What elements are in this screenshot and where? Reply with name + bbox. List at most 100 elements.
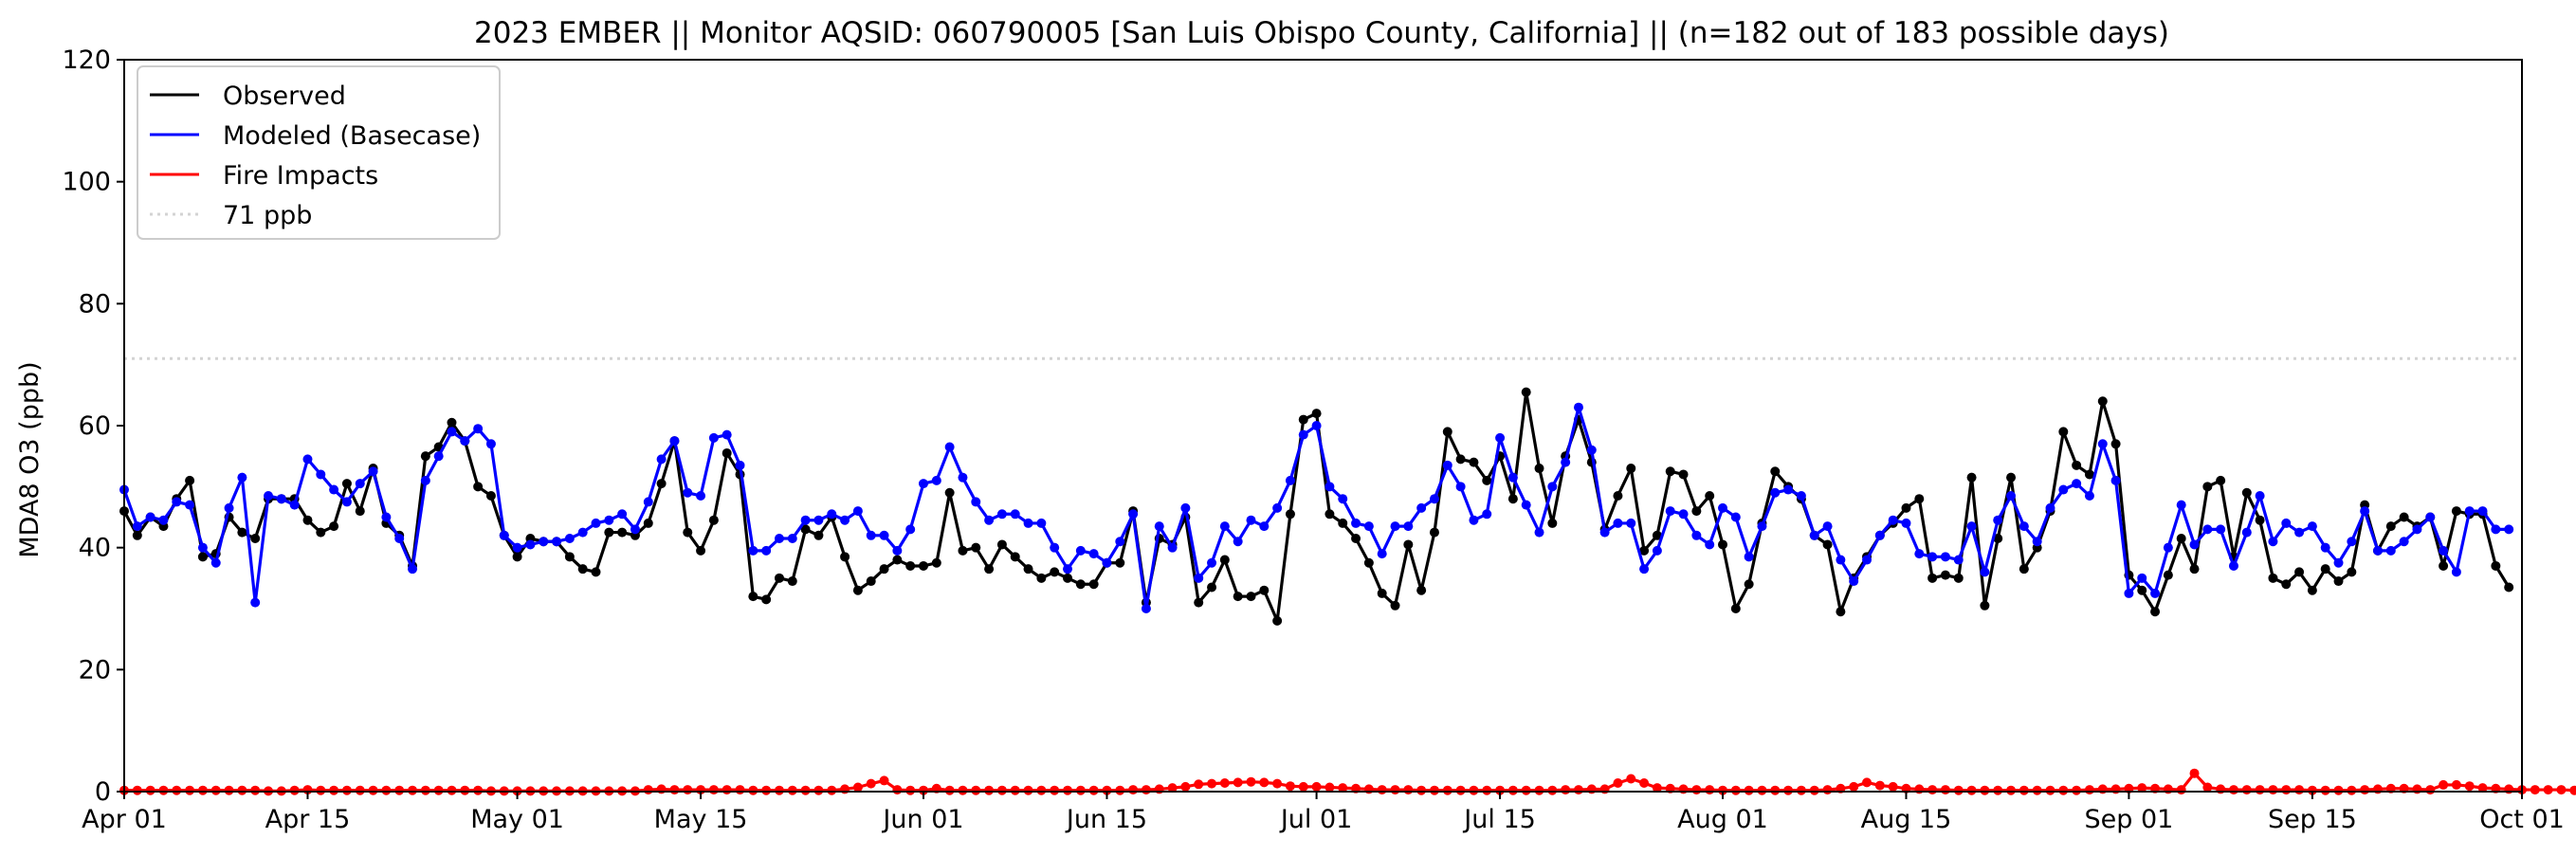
data-point-modeled-basecase: [1207, 557, 1217, 568]
data-point-fire-impacts: [420, 785, 430, 795]
data-point-fire-impacts: [735, 785, 745, 795]
data-point-modeled-basecase: [539, 537, 549, 547]
data-point-modeled-basecase: [2439, 545, 2449, 556]
x-tick-label: Apr 01: [82, 805, 167, 834]
data-point-observed: [1652, 530, 1662, 540]
data-point-modeled-basecase: [1586, 445, 1597, 455]
data-point-modeled-basecase: [302, 454, 313, 465]
data-point-observed: [1822, 539, 1833, 550]
data-point-fire-impacts: [2360, 785, 2370, 795]
data-point-fire-impacts: [1167, 783, 1178, 793]
data-point-observed: [485, 490, 496, 501]
data-point-observed: [931, 557, 941, 568]
data-point-observed: [1980, 600, 1990, 611]
data-point-observed: [1966, 472, 1977, 483]
data-point-modeled-basecase: [1455, 482, 1466, 492]
data-point-modeled-basecase: [1822, 521, 1833, 532]
data-point-observed: [591, 567, 601, 577]
data-point-observed: [2451, 506, 2461, 517]
data-point-fire-impacts: [381, 785, 392, 795]
data-point-observed: [1207, 582, 1217, 593]
data-point-modeled-basecase: [1469, 515, 1479, 525]
data-point-observed: [840, 552, 850, 562]
data-point-modeled-basecase: [1010, 509, 1020, 520]
data-point-fire-impacts: [1311, 781, 1322, 792]
data-point-modeled-basecase: [1874, 530, 1885, 540]
data-point-fire-impacts: [2045, 785, 2055, 795]
data-point-modeled-basecase: [1285, 475, 1295, 485]
data-point-modeled-basecase: [2294, 527, 2305, 538]
data-point-modeled-basecase: [971, 497, 981, 507]
data-point-fire-impacts: [669, 785, 680, 795]
data-point-observed: [944, 487, 955, 498]
data-point-observed: [1469, 457, 1479, 467]
data-point-fire-impacts: [944, 785, 955, 795]
data-point-observed: [1940, 570, 1950, 580]
data-point-modeled-basecase: [2333, 557, 2344, 568]
data-point-observed: [2176, 534, 2186, 544]
data-point-fire-impacts: [683, 785, 693, 795]
data-point-modeled-basecase: [525, 539, 536, 550]
data-point-fire-impacts: [879, 775, 889, 786]
data-point-modeled-basecase: [185, 500, 195, 510]
data-point-observed: [1613, 490, 1623, 501]
data-point-fire-impacts: [1455, 785, 1466, 795]
data-point-observed: [1953, 573, 1964, 583]
data-point-fire-impacts: [1980, 785, 1990, 795]
data-point-modeled-basecase: [552, 537, 562, 547]
data-point-fire-impacts: [1207, 778, 1217, 789]
data-point-modeled-basecase: [2241, 527, 2252, 538]
y-tick-label: 20: [79, 655, 111, 684]
data-point-observed: [879, 564, 889, 574]
data-point-fire-impacts: [1482, 785, 1492, 795]
data-point-observed: [1259, 585, 1270, 595]
data-point-observed: [1311, 409, 1322, 419]
data-point-modeled-basecase: [1561, 457, 1571, 467]
y-tick-label: 40: [79, 534, 111, 563]
data-point-modeled-basecase: [1259, 521, 1270, 532]
data-point-fire-impacts: [224, 785, 234, 795]
data-point-observed: [1482, 475, 1492, 485]
data-point-fire-impacts: [1325, 782, 1335, 793]
data-point-observed: [1547, 518, 1558, 528]
data-point-modeled-basecase: [1429, 494, 1439, 504]
legend-label-modeled: Modeled (Basecase): [223, 121, 481, 151]
data-point-observed: [2399, 512, 2409, 522]
data-point-fire-impacts: [433, 785, 444, 795]
data-point-observed: [2097, 396, 2108, 407]
data-point-fire-impacts: [1050, 785, 1060, 795]
data-point-fire-impacts: [1023, 785, 1033, 795]
data-point-modeled-basecase: [866, 530, 876, 540]
data-point-observed: [1233, 592, 1243, 602]
data-point-modeled-basecase: [1744, 552, 1754, 562]
data-point-modeled-basecase: [1128, 509, 1139, 520]
data-point-fire-impacts: [158, 785, 169, 795]
data-point-observed: [1325, 509, 1335, 520]
data-point-fire-impacts: [368, 785, 378, 795]
data-point-modeled-basecase: [1652, 545, 1662, 556]
data-point-modeled-basecase: [460, 436, 470, 447]
data-point-fire-impacts: [289, 785, 300, 795]
data-point-observed: [1665, 466, 1675, 477]
data-point-observed: [604, 527, 614, 538]
data-point-fire-impacts: [1298, 781, 1308, 792]
data-point-fire-impacts: [1691, 785, 1702, 795]
data-point-modeled-basecase: [2477, 506, 2488, 517]
data-point-fire-impacts: [813, 785, 824, 795]
data-point-modeled-basecase: [604, 515, 614, 525]
data-point-modeled-basecase: [1338, 494, 1348, 504]
data-point-modeled-basecase: [827, 509, 837, 520]
data-point-modeled-basecase: [1718, 502, 1727, 513]
data-point-observed: [2320, 564, 2330, 574]
data-point-modeled-basecase: [2268, 537, 2278, 547]
data-point-fire-impacts: [2058, 785, 2069, 795]
data-point-modeled-basecase: [132, 521, 142, 532]
data-point-fire-impacts: [2032, 785, 2042, 795]
data-point-modeled-basecase: [2228, 560, 2238, 571]
data-point-observed: [1272, 615, 1283, 626]
data-point-observed: [761, 594, 772, 605]
data-point-modeled-basecase: [905, 524, 916, 535]
data-point-observed: [2058, 427, 2069, 437]
data-point-modeled-basecase: [630, 524, 640, 535]
data-point-fire-impacts: [2451, 779, 2461, 790]
